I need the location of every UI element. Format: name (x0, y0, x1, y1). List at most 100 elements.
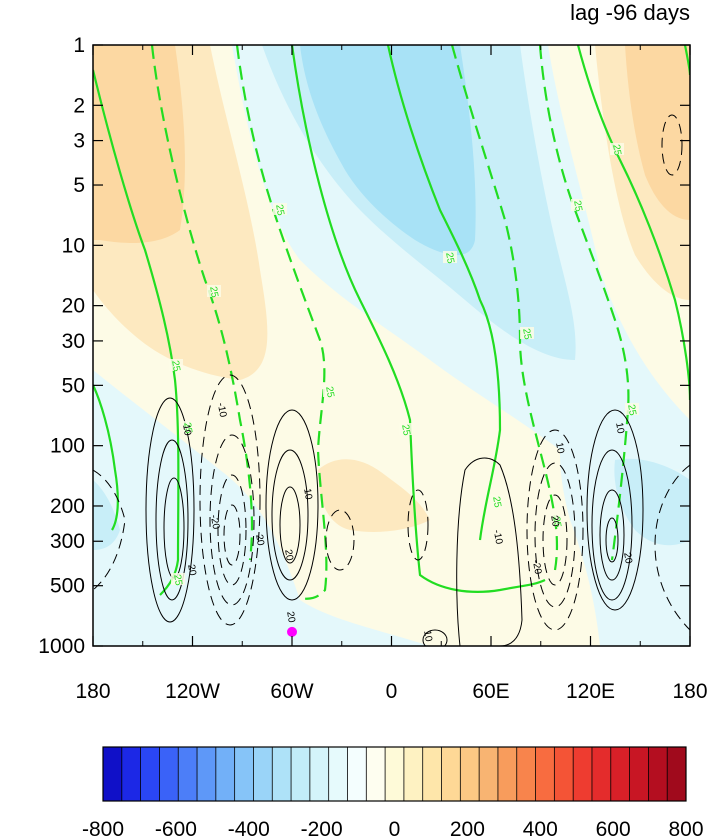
green-contour-8 (576, 45, 690, 401)
green-contour-label: 25 (550, 516, 563, 529)
green-contour-label-bg (571, 199, 585, 211)
black-contour-label: 10 (553, 442, 566, 455)
colorbar-label: -800 (82, 818, 124, 838)
colorbar-label: 600 (596, 818, 631, 838)
y-tick-label: 5 (73, 174, 85, 197)
green-contour-label: 25 (171, 574, 184, 587)
colorbar-swatch (366, 747, 386, 801)
green-contour-label: 25 (181, 422, 194, 435)
y-tick-label: 300 (50, 530, 85, 553)
x-tick-label: 120W (165, 680, 220, 703)
black-contour-label: -10 (215, 402, 228, 419)
colorbar-swatch (272, 747, 292, 801)
black-contour-label: 20 (253, 534, 266, 547)
green-contour-label: 25 (323, 386, 336, 399)
green-contour-7 (538, 45, 630, 561)
green-contour-label: 25 (571, 200, 584, 213)
shade-positive-left-core (93, 45, 185, 243)
location-marker (287, 626, 297, 637)
y-tick-label: 30 (62, 330, 85, 353)
black-contour-label: -10 (491, 529, 504, 546)
colorbar: -800 -600 -400 -200 0 200 400 600 800 (82, 746, 704, 838)
black-contour-pos-a2 (155, 439, 189, 601)
black-contour-neg-e1 (407, 489, 429, 561)
colorbar-swatch (140, 747, 160, 801)
colorbar-swatch (629, 747, 649, 801)
x-tick-label: 120E (566, 680, 615, 703)
black-contour-label: 10 (301, 488, 314, 501)
green-contour-label: 25 (610, 144, 623, 157)
colorbar-swatch (441, 747, 461, 801)
y-axis: 1 2 3 5 10 20 30 50 100 200 300 500 1000 (38, 34, 690, 658)
green-contour-label-bg (610, 143, 624, 155)
colorbar-swatch (291, 747, 311, 801)
y-tick-label: 50 (62, 374, 85, 397)
green-contour-6 (450, 45, 559, 571)
colorbar-swatch (610, 747, 631, 801)
colorbar-swatch (215, 747, 236, 801)
y-tick-label: 2 (73, 94, 85, 117)
colorbar-label: -400 (228, 818, 270, 838)
green-contour-label: 25 (399, 424, 412, 437)
black-contour-neg-f3 (542, 494, 568, 586)
plot-title: lag -96 days (570, 0, 690, 25)
black-contour-pos-i1 (456, 457, 523, 646)
black-contour-label: 10 (180, 424, 193, 437)
black-contour-pos-k4 (605, 517, 619, 563)
green-contour-label-bg (490, 495, 504, 507)
green-contour-label: 25 (490, 496, 503, 509)
green-contour-label-bg (169, 359, 183, 371)
colorbar-swatch (253, 747, 273, 801)
colorbar-label: 400 (523, 818, 558, 838)
colorbar-swatch (535, 747, 555, 801)
black-contour-neg-c1 (93, 469, 126, 591)
black-contour-pos-k1 (586, 409, 644, 611)
green-contour-label-bg (207, 285, 221, 297)
green-contour-label-bg (550, 515, 564, 527)
y-tick-label: 20 (62, 295, 85, 318)
green-contour-label: 25 (169, 360, 182, 373)
green-contour-3 (235, 45, 328, 600)
green-contour-label-bg (323, 385, 337, 397)
colorbar-swatch (347, 747, 367, 801)
colorbar-swatch (197, 747, 217, 801)
y-tick-label: 500 (50, 575, 85, 598)
green-contour-5 (386, 45, 502, 541)
black-contour-pos-h2 (271, 449, 309, 581)
x-tick-label: 60W (270, 680, 313, 703)
colorbar-swatch (103, 747, 123, 801)
black-contour-neg-b4 (223, 504, 241, 566)
colorbar-swatch (667, 747, 687, 801)
colorbar-label: 800 (668, 818, 703, 838)
black-contour-pos-h1 (265, 409, 319, 601)
colorbar-label: -600 (155, 818, 197, 838)
green-contour-label: 25 (625, 404, 638, 417)
black-contour-label: 10 (613, 422, 626, 435)
black-contour-pos-h3 (279, 486, 301, 564)
colorbar-swatch (591, 747, 612, 801)
black-contour-label: -20 (208, 514, 221, 531)
colorbar-swatch (159, 747, 179, 801)
green-contour-label: 25 (443, 252, 456, 265)
colorbar-swatch (234, 747, 254, 801)
colorbar-swatch (422, 747, 443, 801)
x-tick-label: 180 (672, 680, 707, 703)
black-contour-label: 20 (284, 611, 297, 624)
black-contour-label: -20 (530, 559, 543, 576)
shade-negative-lowleft-core (93, 480, 120, 550)
black-contour-pos-a1 (145, 397, 195, 623)
y-tick-label: 1 (73, 34, 85, 57)
black-contour-pos-k3 (599, 489, 625, 581)
colorbar-swatch (385, 747, 405, 801)
black-contour-neg-g1 (654, 464, 690, 631)
green-contour-label-bg (171, 573, 185, 585)
black-contour-neg-f2 (534, 462, 576, 608)
green-contour-label-bg (520, 327, 534, 339)
green-contour-label-bg (181, 421, 195, 433)
colorbar-swatch (554, 747, 574, 801)
black-contours (93, 114, 690, 646)
colorbar-swatch (497, 747, 518, 801)
black-contour-pos-j1 (422, 629, 448, 646)
colorbar-swatch (516, 747, 537, 801)
black-contour-neg-b1 (199, 374, 261, 626)
